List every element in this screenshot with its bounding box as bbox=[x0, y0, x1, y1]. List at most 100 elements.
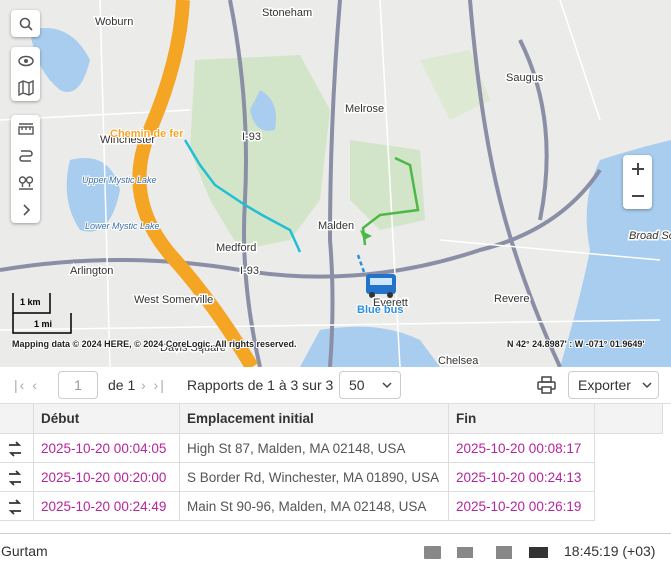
track-green bbox=[361, 156, 420, 246]
scale-mi: 1 mi bbox=[34, 319, 52, 329]
summary: Rapports de 1 à 3 sur 3 bbox=[187, 377, 334, 393]
direction-arrow bbox=[360, 230, 372, 240]
report-table: Début Emplacement initial Fin 2025-10-20 00… bbox=[0, 403, 671, 534]
status-icons bbox=[424, 546, 548, 559]
railway bbox=[132, 0, 259, 367]
time-cell[interactable]: 2025-10-20 00:26:19 bbox=[449, 492, 595, 521]
icon bbox=[8, 470, 22, 486]
icon bbox=[18, 149, 33, 162]
time-cell[interactable]: 2025-10-20 00:20:00 bbox=[34, 463, 180, 492]
time-cell[interactable]: 2025-10-20 00:24:13 bbox=[449, 463, 595, 492]
icon bbox=[642, 382, 652, 389]
icon bbox=[17, 79, 34, 96]
per-page-select[interactable]: 50 bbox=[339, 371, 401, 399]
map-layers-button[interactable] bbox=[11, 74, 40, 101]
gallery-icon[interactable] bbox=[496, 546, 512, 559]
place-label: Woburn bbox=[95, 16, 133, 28]
visibility-button[interactable] bbox=[11, 47, 40, 74]
header-cell bbox=[0, 404, 34, 434]
row-icon[interactable] bbox=[0, 463, 34, 492]
park bbox=[420, 50, 490, 120]
per-page-value: 50 bbox=[349, 377, 365, 393]
place-label: Davis Square bbox=[160, 342, 226, 354]
place-label: Arlington bbox=[70, 265, 113, 277]
row-icon[interactable] bbox=[0, 434, 34, 463]
vehicle-icon[interactable] bbox=[366, 274, 396, 298]
route-button[interactable] bbox=[11, 142, 40, 169]
streets bbox=[0, 0, 661, 367]
track-cyan bbox=[183, 139, 302, 253]
place-label: Stoneham bbox=[262, 7, 312, 19]
place-label: Winchester bbox=[100, 134, 155, 146]
vehicle-label: Blue bus bbox=[357, 304, 403, 316]
print-button[interactable] bbox=[537, 376, 556, 394]
time-cell[interactable]: 2025-10-20 00:04:05 bbox=[34, 434, 180, 463]
location-cell: Main St 90-96, Malden, MA 02148, USA bbox=[180, 492, 449, 521]
place-label: Everett bbox=[373, 297, 408, 309]
route-label: Chemin de fer bbox=[110, 128, 184, 140]
place-label: Melrose bbox=[345, 103, 384, 115]
zoom-out-button[interactable] bbox=[623, 182, 652, 209]
map[interactable]: Woburn Stoneham Saugus Melrose Wincheste… bbox=[0, 0, 671, 367]
place-label: Chelsea bbox=[438, 355, 479, 367]
row-icon[interactable] bbox=[0, 492, 34, 521]
search-button[interactable] bbox=[11, 10, 40, 37]
icon bbox=[22, 203, 30, 216]
place-label: Broad Sound bbox=[629, 230, 671, 242]
icon bbox=[18, 175, 33, 190]
pagination-bar: |‹ ‹ 1 de 1 › ›| Rapports de 1 à 3 sur 3… bbox=[0, 367, 671, 403]
column-header[interactable]: Début bbox=[34, 404, 180, 434]
geofence-button[interactable] bbox=[11, 169, 40, 196]
water bbox=[66, 158, 120, 232]
icon bbox=[382, 382, 392, 389]
page-input[interactable]: 1 bbox=[58, 371, 98, 399]
time-cell[interactable]: 2025-10-20 00:08:17 bbox=[449, 434, 595, 463]
page-count: de 1 bbox=[108, 377, 136, 393]
tool-panel bbox=[11, 10, 40, 37]
roads bbox=[0, 0, 602, 367]
header-cell bbox=[595, 404, 663, 434]
column-header[interactable]: Emplacement initial bbox=[180, 404, 449, 434]
column-header[interactable]: Fin bbox=[449, 404, 595, 434]
expand-button[interactable] bbox=[11, 196, 40, 223]
icon bbox=[631, 194, 644, 197]
icon bbox=[631, 162, 644, 175]
location-cell: S Border Rd, Winchester, MA 01890, USA bbox=[180, 463, 449, 492]
lake-label: Upper Mystic Lake bbox=[82, 175, 157, 185]
tool-panel bbox=[11, 115, 40, 223]
place-label: West Somerville bbox=[134, 294, 213, 306]
export-label: Exporter bbox=[578, 377, 631, 393]
place-label: Revere bbox=[494, 293, 529, 305]
next-buttons[interactable]: › ›| bbox=[141, 377, 166, 393]
clock: 18:45:19 (+03) bbox=[564, 543, 656, 559]
track-blue bbox=[356, 254, 367, 276]
location-cell: High St 87, Malden, MA 02148, USA bbox=[180, 434, 449, 463]
tool-panel bbox=[11, 47, 40, 101]
lake-label: Lower Mystic Lake bbox=[85, 221, 160, 231]
place-label: Malden bbox=[318, 220, 354, 232]
ruler-button[interactable] bbox=[11, 115, 40, 142]
notifications-icon[interactable] bbox=[424, 546, 441, 559]
road-label: I-93 bbox=[242, 131, 261, 143]
icon bbox=[17, 55, 34, 66]
place-label: Saugus bbox=[506, 72, 544, 84]
messages-icon[interactable] bbox=[457, 547, 473, 558]
export-button[interactable]: Exporter bbox=[568, 371, 659, 399]
status-bar: Gurtam 18:45:19 (+03) bbox=[0, 533, 671, 569]
water bbox=[30, 28, 90, 92]
scale-bar bbox=[12, 293, 72, 334]
attribution: Mapping data © 2024 HERE, © 2024 CoreLog… bbox=[12, 339, 297, 349]
prev-buttons[interactable]: |‹ ‹ bbox=[14, 377, 39, 393]
water bbox=[300, 326, 440, 367]
place-label: Medford bbox=[216, 242, 256, 254]
icon bbox=[8, 499, 22, 515]
zoom-in-button[interactable] bbox=[623, 155, 652, 182]
park bbox=[190, 55, 330, 250]
road-label: I-93 bbox=[240, 265, 259, 277]
panel-icon[interactable] bbox=[529, 547, 548, 558]
scale-km: 1 km bbox=[20, 297, 41, 307]
time-cell[interactable]: 2025-10-20 00:24:49 bbox=[34, 492, 180, 521]
icon bbox=[19, 17, 33, 31]
icon bbox=[17, 122, 34, 135]
